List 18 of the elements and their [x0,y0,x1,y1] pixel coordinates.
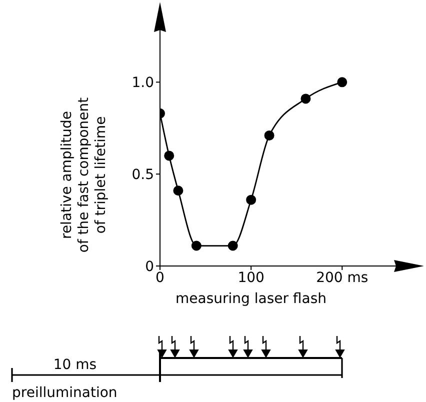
y-tick-label: 1.0 [132,75,154,92]
point [337,77,348,88]
text: 10 ms [53,357,97,373]
x-axis-title: measuring laser flash [176,291,326,307]
y-axis-title: relative amplitude of the fast component of triplet lifetime [59,96,109,253]
point [191,240,202,251]
y-tick-label: 0 [145,258,154,275]
point [164,150,174,161]
point [173,186,184,196]
text: preillumination [12,385,118,401]
point [300,94,311,104]
point [246,194,256,205]
y-tick-label: 0.5 [132,167,154,184]
x-tick-label: 100 [238,270,264,286]
x-tick-label: 0 [156,270,164,286]
x-tick-label: 200 ms [316,270,368,286]
point [264,130,274,140]
point [228,240,238,251]
